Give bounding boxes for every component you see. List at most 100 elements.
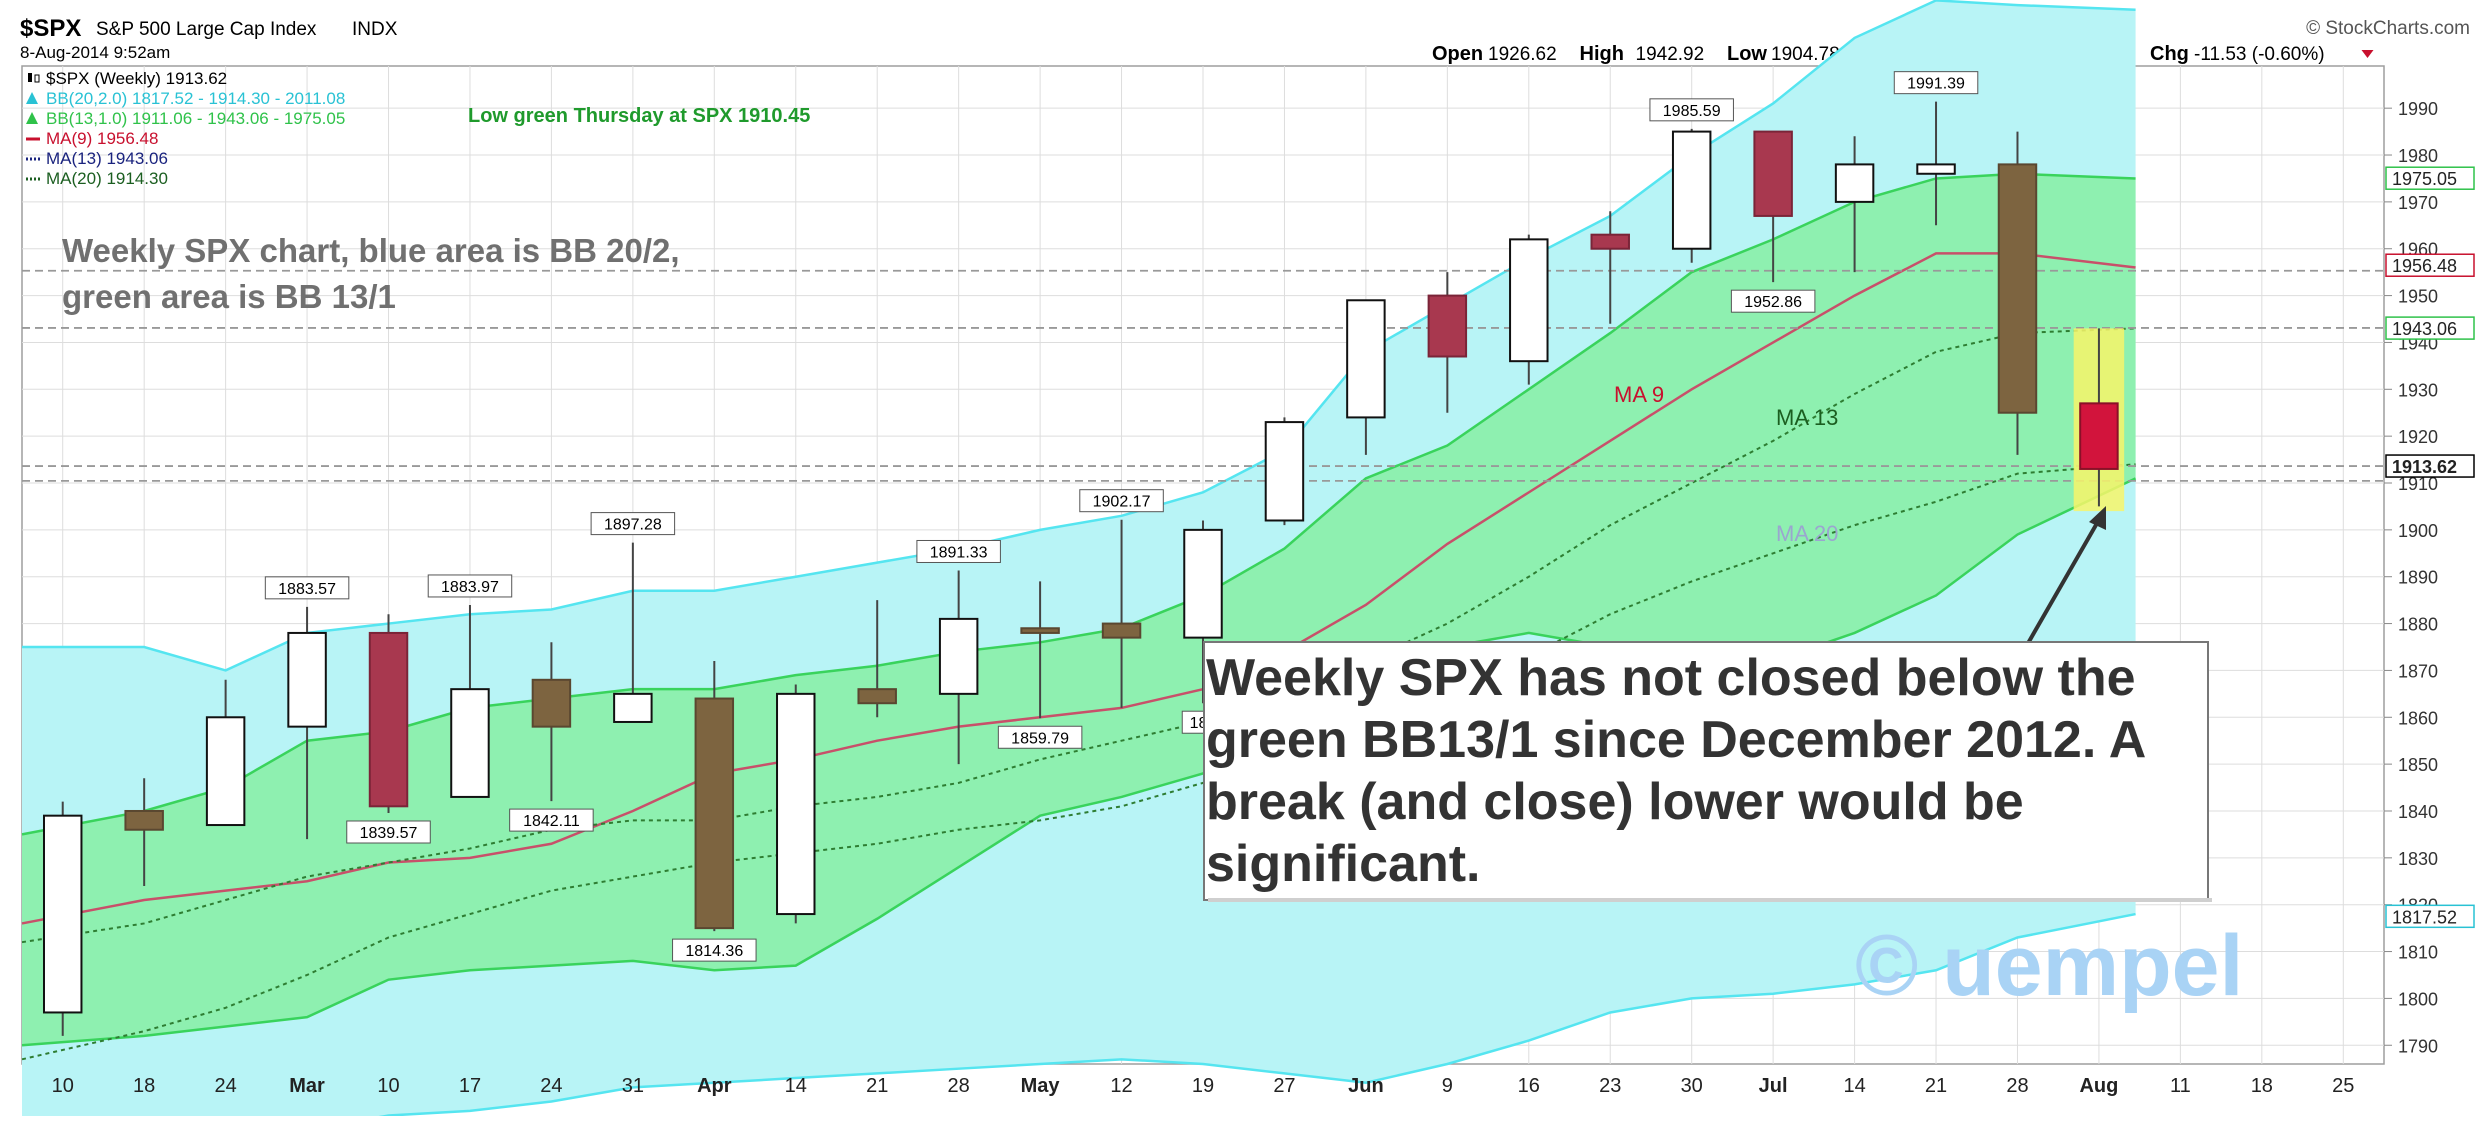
ma20-label: MA 20 [1776, 521, 1838, 546]
symbol: $SPX [20, 15, 81, 42]
stat-value: 1904.78 [1771, 44, 1840, 65]
price-label-box [509, 808, 594, 832]
ma9-label: MA 9 [1614, 382, 1664, 407]
stat-value: 1926.62 [1488, 44, 1557, 65]
candle-body [776, 692, 816, 916]
legend-item: MA(13) 1943.06 [46, 149, 168, 168]
price-label: 1891.33 [930, 544, 988, 561]
band-icon [26, 92, 38, 104]
x-tick-label: 24 [540, 1075, 562, 1097]
x-tick-label: May [1021, 1075, 1061, 1097]
price-label-box [1649, 98, 1734, 122]
bb20-upper-line [22, 0, 2136, 672]
moving-averages [21, 252, 2136, 1061]
price-label: 1839.57 [360, 825, 418, 842]
x-tick-label: 18 [133, 1075, 155, 1097]
brand: © StockCharts.com [2306, 18, 2470, 39]
candle-body [613, 692, 653, 723]
candle-icon [28, 73, 40, 83]
stat-value: -11.53 (-0.60%) [2194, 44, 2325, 65]
price-label: 1985.59 [1663, 103, 1721, 120]
candle-body [1183, 528, 1223, 639]
price-label-box [590, 512, 676, 536]
x-axis: 10 18 24 Mar 10 17 24 31 Apr 14 21 28 May 12 19 27 Jun 9 1… [52, 1075, 2355, 1097]
price-label: 1883.57 [278, 581, 336, 598]
ma9-line [21, 252, 2136, 925]
value-tag-box [2385, 454, 2475, 478]
x-tick-label: 28 [948, 1075, 970, 1097]
x-tick-label: 28 [2006, 1075, 2028, 1097]
arrow-to-last-bar [2025, 506, 2106, 646]
y-tick-label: 1920 [2398, 427, 2438, 447]
ma13-label: MA 13 [1776, 405, 1838, 430]
x-tick-label: 23 [1599, 1075, 1621, 1097]
y-axis: 1790180018101820183018401850186018701880… [2384, 99, 2438, 1056]
candle-body [124, 809, 164, 831]
band-icon [26, 112, 38, 124]
candle-body [205, 716, 246, 827]
annotation-line-3: break (and close) lower would be [1206, 773, 2024, 831]
x-tick-label: Aug [2079, 1075, 2118, 1097]
ma20-line [21, 463, 2136, 1061]
price-label-box [346, 820, 431, 844]
y-tick-label: 1910 [2398, 474, 2438, 494]
candle-icon-body [34, 74, 40, 83]
x-tick-label: 21 [1925, 1075, 1947, 1097]
y-tick-label: 1800 [2398, 989, 2438, 1009]
value-tag-label: 1943.06 [2392, 319, 2457, 339]
legend-item: MA(20) 1914.30 [46, 169, 168, 188]
candle-body [1834, 163, 1875, 203]
x-tick-label: 16 [1518, 1075, 1540, 1097]
y-tick-label: 1790 [2398, 1036, 2438, 1056]
x-tick-label: 24 [214, 1075, 236, 1097]
x-tick-label: 31 [622, 1075, 644, 1097]
band-icon-shape [26, 112, 38, 124]
annotation-line-4: significant. [1206, 835, 1480, 893]
y-tick-label: 1930 [2398, 380, 2438, 400]
y-tick-label: 1840 [2398, 802, 2438, 822]
price-label: 1991.39 [1907, 76, 1965, 93]
value-tag-label: 1913.62 [2392, 457, 2457, 477]
y-tick-label: 1900 [2398, 521, 2438, 541]
annotation-line-1: Weekly SPX has not closed below the [1206, 649, 2136, 707]
value-tag-label: 1817.52 [2392, 907, 2457, 927]
candle-body [1101, 622, 1142, 639]
value-tag-label: 1975.05 [2392, 169, 2457, 189]
candle-body [531, 678, 572, 728]
x-tick-label: 27 [1273, 1075, 1295, 1097]
y-tick-label: 1830 [2398, 849, 2438, 869]
price-label-box [916, 539, 1001, 563]
bb20-lower-line [349, 912, 2136, 1121]
candle-body [368, 631, 409, 808]
x-tick-label: 18 [2251, 1075, 2273, 1097]
value-tag-box [2385, 904, 2475, 929]
price-label-box [1893, 71, 1979, 95]
x-tick-label: 11 [2170, 1075, 2191, 1097]
candle-body [1753, 130, 1793, 217]
band-icon-shape [26, 92, 38, 104]
x-tick-label: Mar [289, 1075, 325, 1097]
legend-item: MA(9) 1956.48 [46, 129, 158, 148]
y-tick-label: 1880 [2398, 615, 2438, 635]
y-tick-label: 1870 [2398, 661, 2438, 681]
candle-body [287, 631, 327, 728]
x-tick-label: 19 [1192, 1075, 1214, 1097]
right-value-tags: 1975.05 1956.48 1943.06 1913.62 1817.52 [2385, 166, 2475, 929]
candle-body [450, 688, 490, 798]
candle-body [1020, 627, 1060, 634]
candle-body [1509, 238, 1549, 363]
price-label-box [672, 938, 757, 962]
stat-label: Chg [2150, 43, 2189, 65]
candle-body [1427, 294, 1468, 358]
price-label-box [427, 574, 513, 598]
price-label-box [1079, 489, 1164, 513]
stat-value: 1942.92 [1636, 44, 1705, 65]
high-low-labels: 1883.57 1839.57 1883.97 1842.11 1897.28 1814.… [264, 71, 1979, 962]
price-label: 1902.17 [1093, 494, 1151, 511]
value-tag-box [2385, 166, 2475, 190]
annotation-line-2: green BB13/1 since December 2012. A [1206, 711, 2146, 769]
candle-body [1346, 299, 1386, 419]
